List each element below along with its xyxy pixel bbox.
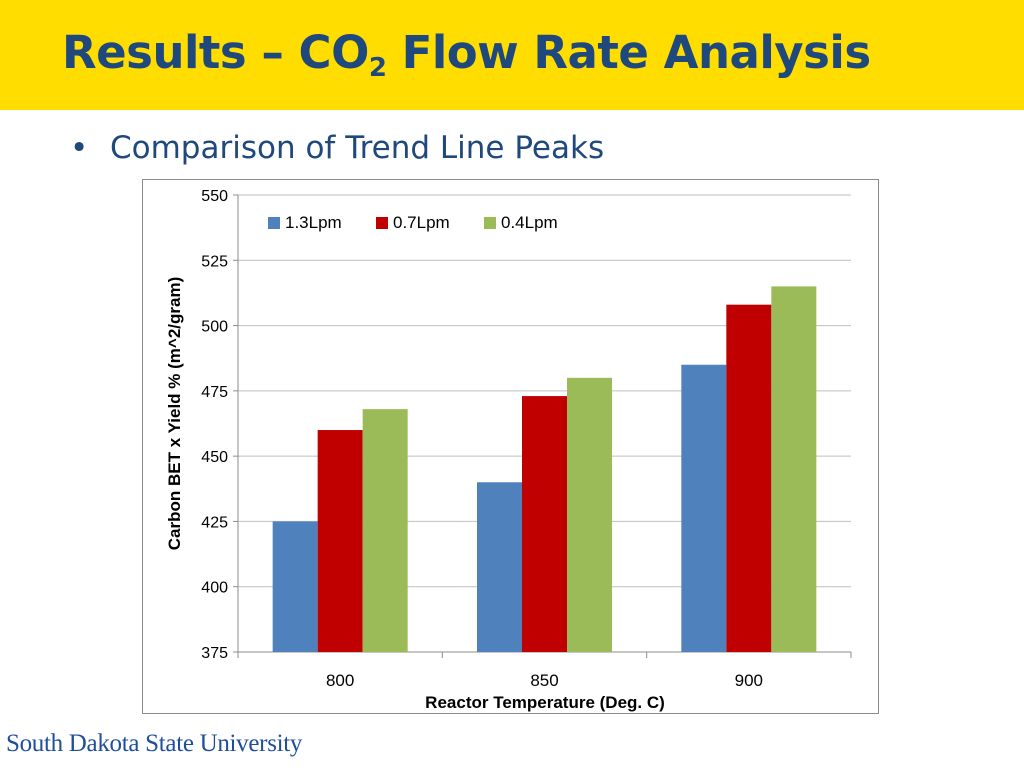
- x-tick-label: 900: [735, 671, 763, 690]
- y-tick-label: 400: [201, 580, 228, 597]
- bar: [317, 430, 363, 652]
- bar: [362, 409, 408, 652]
- y-tick-label: 375: [201, 645, 228, 662]
- legend-label: 1.3Lpm: [285, 213, 342, 232]
- y-tick-label: 550: [201, 188, 228, 205]
- bullet-item: • Comparison of Trend Line Peaks: [70, 130, 604, 166]
- y-tick-label: 500: [201, 319, 228, 336]
- slide-title-subscript: 2: [368, 53, 387, 83]
- bar: [272, 521, 318, 652]
- title-band: [0, 0, 1024, 110]
- bar: [567, 377, 612, 652]
- x-tick-label: 800: [326, 671, 354, 690]
- y-axis-title: Carbon BET x Yield % (m^2/gram): [165, 277, 184, 551]
- y-tick-label: 525: [201, 253, 228, 270]
- bar-chart: 375 400 425 450 475 500 525 550 800 850 900 Reactor…: [165, 188, 852, 712]
- legend-label: 0.4Lpm: [501, 213, 558, 232]
- legend-label: 0.7Lpm: [393, 213, 450, 232]
- y-tick-label: 425: [201, 514, 228, 531]
- slide-title: Results – CO2 Flow Rate Analysis: [62, 26, 872, 81]
- bar: [681, 364, 727, 652]
- bar: [477, 482, 522, 652]
- legend-swatch: [484, 217, 496, 229]
- bullet-marker: •: [70, 130, 89, 166]
- slide-title-main: Results – CO: [62, 26, 369, 79]
- x-axis-title: Reactor Temperature (Deg. C): [425, 693, 665, 712]
- bar: [771, 286, 817, 652]
- university-logo-text: South Dakota State University: [6, 730, 303, 757]
- slide-title-rest: Flow Rate Analysis: [386, 26, 872, 79]
- legend-swatch: [376, 217, 388, 229]
- y-tick-label: 450: [201, 449, 228, 466]
- x-tick-label: 850: [530, 671, 558, 690]
- bullet-text: Comparison of Trend Line Peaks: [110, 130, 605, 166]
- chart-container: 375 400 425 450 475 500 525 550 800 850 900 Reactor…: [142, 179, 879, 714]
- bar: [726, 304, 772, 652]
- bar: [522, 396, 567, 652]
- legend-swatch: [268, 217, 280, 229]
- y-tick-label: 475: [201, 384, 228, 401]
